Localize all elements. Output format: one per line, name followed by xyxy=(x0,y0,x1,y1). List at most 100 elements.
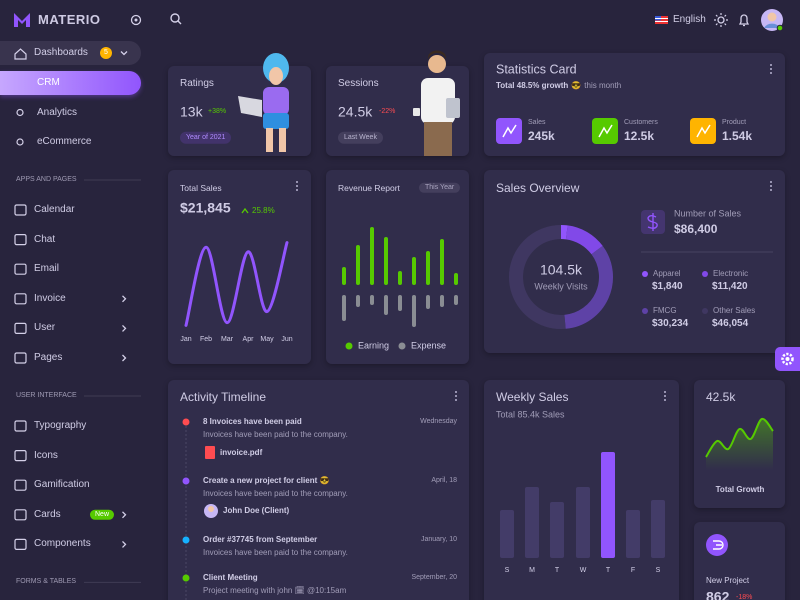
donut-segment xyxy=(565,225,603,255)
legend-label: Electronic xyxy=(713,269,749,279)
bar xyxy=(550,502,564,558)
bar xyxy=(601,452,615,558)
flag[interactable] xyxy=(655,16,668,24)
bar xyxy=(440,239,444,285)
timeline-dot xyxy=(182,418,190,426)
stat-label: Sales xyxy=(528,118,546,126)
illustration xyxy=(269,67,283,85)
card-title: Statistics Card xyxy=(496,62,577,77)
legend-label: Other Sales xyxy=(713,306,756,316)
nav-label: CRM xyxy=(37,77,60,88)
stat-value: 1.54k xyxy=(722,128,753,143)
nav-label: Components xyxy=(34,538,91,550)
nav-label: Email xyxy=(34,263,60,275)
total-sales-card xyxy=(168,170,311,364)
project-glyph xyxy=(713,540,724,550)
bar xyxy=(356,245,360,285)
donut-segment xyxy=(564,245,613,329)
illustration xyxy=(238,96,262,117)
nav-label: Cards xyxy=(34,508,61,520)
nav-active[interactable] xyxy=(0,71,141,95)
bar xyxy=(651,500,665,558)
nav-label: Analytics xyxy=(37,106,78,118)
chip: Year of 2021 xyxy=(180,131,232,145)
avatar-face xyxy=(767,12,777,22)
avatar-body xyxy=(764,23,780,28)
bar xyxy=(426,251,430,285)
nav-group[interactable] xyxy=(0,41,141,65)
logo[interactable] xyxy=(14,13,30,27)
illustration xyxy=(424,122,452,156)
bar xyxy=(370,227,374,285)
nav-label: Dashboards xyxy=(34,47,88,58)
center-value: 104.5k xyxy=(539,261,583,278)
bell-icon[interactable] xyxy=(738,14,750,27)
x-tick-label: Feb xyxy=(199,335,213,343)
legend-dot xyxy=(642,271,648,277)
stat-value: 12.5k xyxy=(624,128,655,143)
card-value: 42.5k xyxy=(706,389,736,404)
growth-period: this month xyxy=(584,81,622,91)
illustration xyxy=(279,128,286,152)
nav-label: User xyxy=(34,322,56,334)
illustration xyxy=(263,113,289,129)
nav-icon xyxy=(14,420,27,432)
nav-icon xyxy=(14,479,27,491)
stat-value: 245k xyxy=(528,128,555,143)
nav-label: Icons xyxy=(34,449,58,461)
card-change: -18% xyxy=(736,593,753,600)
x-tick-label: W xyxy=(579,566,587,574)
flag-stripe xyxy=(655,18,668,19)
chevron xyxy=(122,511,127,519)
bar xyxy=(525,487,539,558)
timeline-title: Order #37745 from September xyxy=(203,535,318,545)
card-label: Total Growth xyxy=(715,485,765,495)
nav-label: Typography xyxy=(34,420,87,431)
bar xyxy=(356,295,360,307)
menu-dots[interactable] xyxy=(296,64,772,401)
nav-icon xyxy=(14,509,27,521)
bar xyxy=(626,510,640,558)
center-label: Weekly Visits xyxy=(534,281,588,292)
legend-dot xyxy=(398,342,406,350)
search-icon[interactable] xyxy=(170,13,180,23)
card-value: $21,845 xyxy=(180,199,231,216)
nav-icon xyxy=(14,322,27,334)
illustration xyxy=(263,87,289,115)
collapse-icon[interactable] xyxy=(130,14,142,26)
nav-badge: 5 xyxy=(100,47,112,59)
nav-label: Pages xyxy=(34,352,63,363)
settings-button[interactable] xyxy=(775,347,800,371)
card-change: 25.8% xyxy=(252,206,275,216)
client: John Doe (Client) xyxy=(223,506,290,516)
card-value: 13k xyxy=(180,103,203,120)
nav-icon xyxy=(14,263,27,275)
section-title: FORMS & TABLES xyxy=(16,578,77,586)
dollar-glyph xyxy=(647,213,658,231)
x-tick-label: Jan xyxy=(180,335,192,343)
status-dot xyxy=(776,24,784,32)
bar xyxy=(398,295,402,311)
theme-rays xyxy=(714,13,728,27)
timeline-dot xyxy=(182,536,190,544)
card-value: 862 xyxy=(706,588,730,600)
bar xyxy=(342,295,346,321)
bar xyxy=(370,295,374,305)
bar xyxy=(398,271,402,285)
nav-icon xyxy=(14,204,27,216)
timeline-desc: Invoices have been paid to the company. xyxy=(203,430,348,440)
client-face xyxy=(208,506,214,512)
card-title: Activity Timeline xyxy=(180,389,267,404)
x-tick-label: S xyxy=(655,566,661,574)
legend-value: $11,420 xyxy=(712,281,748,292)
theme-icon[interactable] xyxy=(717,16,725,24)
legend-label: Expense xyxy=(411,340,447,351)
timeline-date: September, 20 xyxy=(411,573,457,581)
timeline-date: Wednesday xyxy=(420,417,457,425)
x-tick-label: M xyxy=(529,566,535,574)
timeline-desc: Invoices have been paid to the company. xyxy=(203,489,348,499)
sales-overview-card xyxy=(484,170,785,353)
nav-label: Invoice xyxy=(34,292,66,304)
nav-icon xyxy=(14,234,27,246)
